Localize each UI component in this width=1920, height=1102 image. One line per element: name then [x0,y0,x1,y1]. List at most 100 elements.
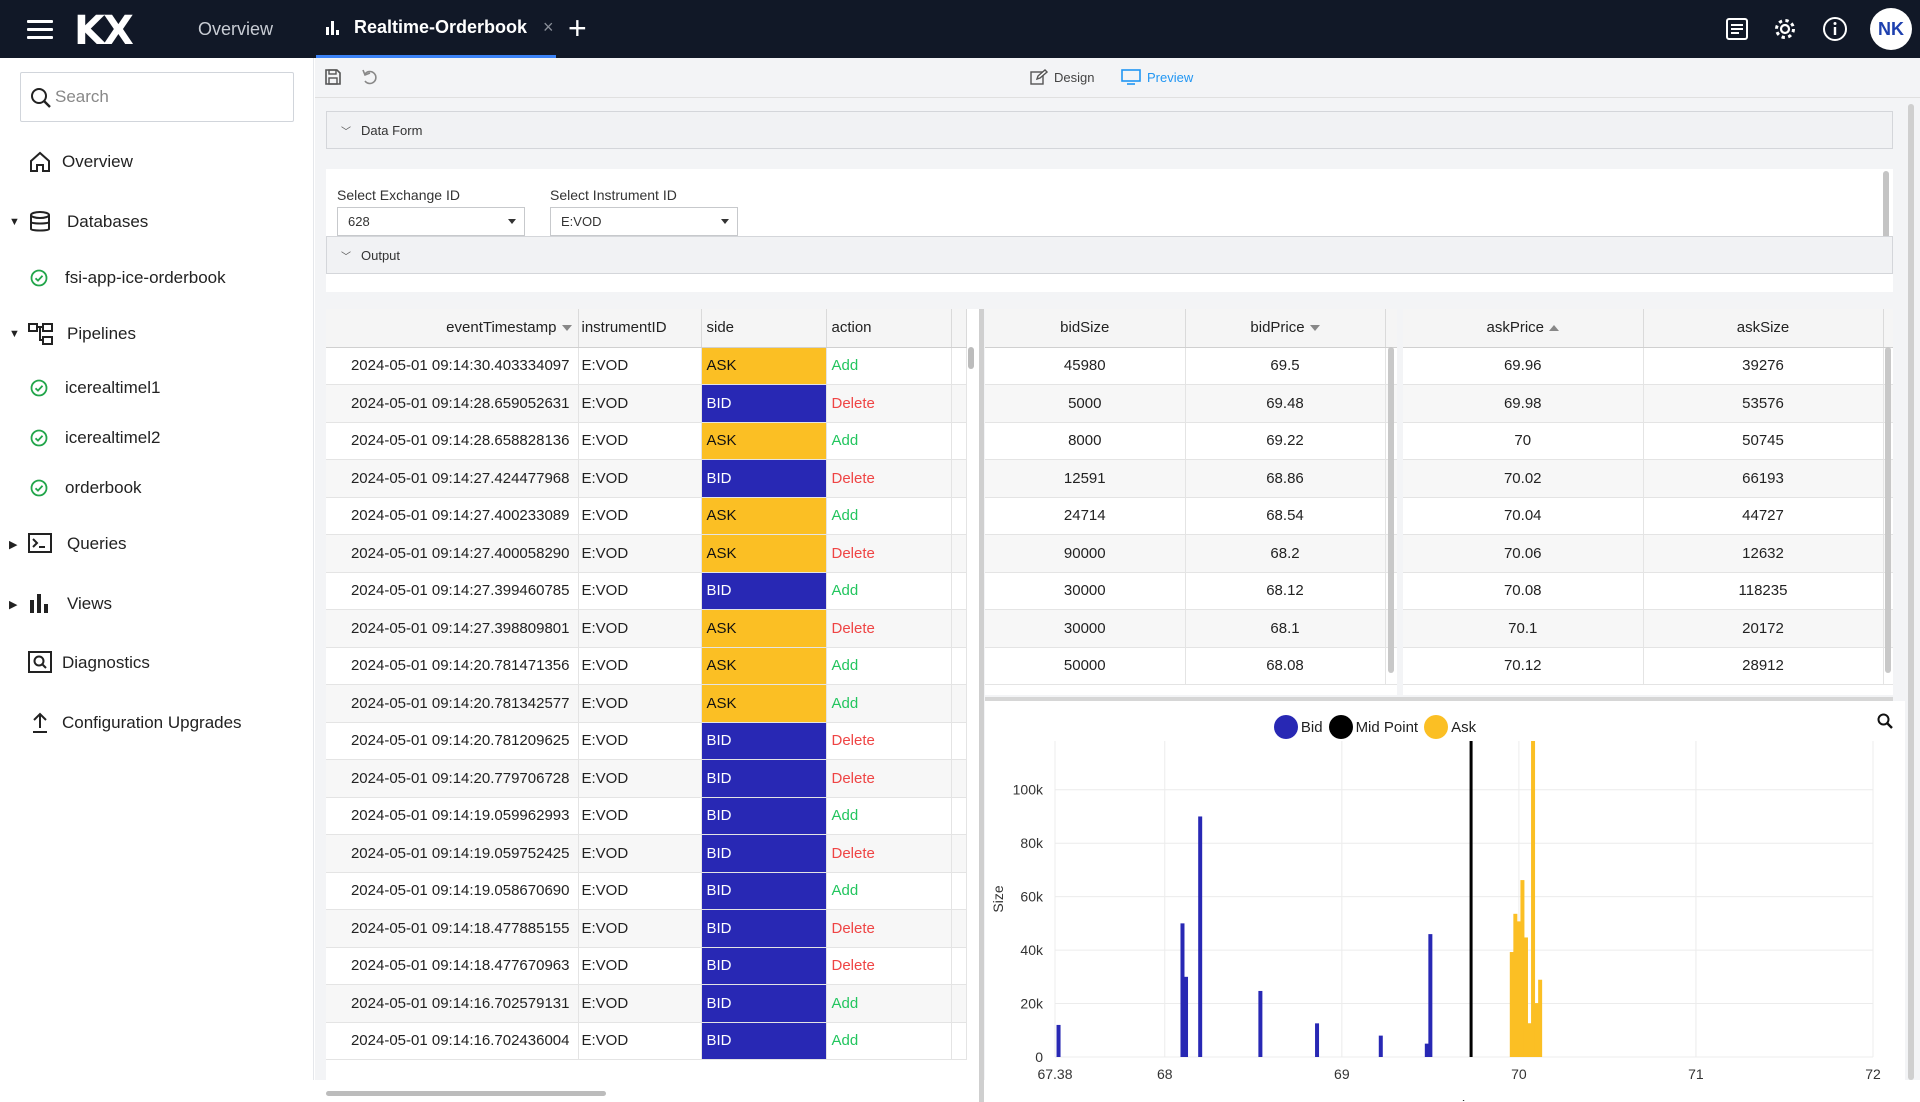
table-row[interactable]: 2024-05-01 09:14:16.702436004 E:VOD BID Add [326,1022,967,1060]
table-row[interactable]: 70.06 12632 [1403,534,1893,573]
legend-item-mid-point[interactable]: Mid Point [1328,715,1418,739]
table-row[interactable]: 2024-05-01 09:14:27.399460785 E:VOD BID Add [326,572,967,610]
table-row[interactable]: 2024-05-01 09:14:16.702579131 E:VOD BID Add [326,984,967,1023]
sidebar-item-icerealtimel1[interactable]: icerealtimel1 [0,370,314,406]
tab-label: Realtime-Orderbook [354,17,528,37]
legend-dot-ask [1424,715,1449,739]
table-row[interactable]: 2024-05-01 09:14:20.781471356 E:VOD ASK Add [326,647,967,685]
chart-divider[interactable] [985,697,1893,701]
output-header[interactable]: ﹀ Output [326,236,1893,274]
table-row[interactable]: 70.08 118235 [1403,572,1893,610]
data-form-header[interactable]: ﹀ Data Form [326,111,1893,149]
table-row[interactable]: 12591 68.86 [985,459,1397,498]
tab-overview[interactable]: Overview [198,18,274,39]
column-header-side[interactable]: side [701,309,827,348]
exchange-id-select[interactable]: 628 [337,207,525,236]
dropdown-arrow-icon [721,219,729,224]
legend-item-ask[interactable]: Ask [1424,715,1476,739]
search-input[interactable]: Search [20,72,294,122]
column-header-action[interactable]: action [826,309,952,348]
sidebar-item-databases[interactable]: ▼ Databases [0,202,314,242]
table-row[interactable]: 2024-05-01 09:14:28.659052631 E:VOD BID Del… [326,384,967,423]
sidebar-item-configuration-upgrades[interactable]: Configuration Upgrades [0,703,314,743]
document-icon[interactable] [1724,16,1750,42]
caret-right-icon[interactable]: ▶ [9,538,18,551]
kx-logo[interactable]: KX [74,8,134,54]
gear-icon[interactable] [1772,16,1798,42]
menu-icon[interactable] [27,20,53,39]
table-row[interactable]: 70.1 20172 [1403,609,1893,648]
undo-icon[interactable] [361,68,379,86]
close-icon[interactable]: × [543,17,554,37]
column-header-bidsize[interactable]: bidSize [985,309,1186,348]
preview-mode-button[interactable]: Preview [1121,69,1193,85]
table-row[interactable]: 2024-05-01 09:14:18.477885155 E:VOD BID Del… [326,909,967,948]
table-row[interactable]: 2024-05-01 09:14:19.059752425 E:VOD BID Del… [326,834,967,873]
save-icon[interactable] [324,68,342,86]
table-row[interactable]: 2024-05-01 09:14:20.781342577 E:VOD ASK Add [326,684,967,723]
caret-down-icon[interactable]: ▼ [9,328,20,340]
table-row[interactable]: 70.02 66193 [1403,459,1893,498]
column-header-eventtimestamp[interactable]: eventTimestamp [326,309,579,348]
legend-item-bid[interactable]: Bid [1273,715,1323,739]
column-header-bidprice[interactable]: bidPrice [1185,309,1386,348]
bids-scrollbar[interactable] [1388,347,1394,673]
bid-bar [1378,1035,1383,1057]
table-row[interactable]: 50000 68.08 [985,647,1397,685]
sidebar-item-orderbook[interactable]: orderbook [0,470,314,506]
table-row[interactable]: 30000 68.12 [985,572,1397,610]
sidebar-item-queries[interactable]: ▶ Queries [0,524,314,564]
table-row[interactable]: 45980 69.5 [985,347,1397,385]
table-row[interactable]: 2024-05-01 09:14:20.781209625 E:VOD BID Del… [326,722,967,760]
table-row[interactable]: 69.98 53576 [1403,384,1893,423]
table-row[interactable]: 70.04 44727 [1403,497,1893,535]
add-tab-icon[interactable]: + [568,10,587,46]
sidebar-item-diagnostics[interactable]: Diagnostics [0,643,314,683]
sidebar-item-overview[interactable]: Overview [0,142,314,182]
cell-spacer [951,534,967,573]
zoom-icon[interactable] [1877,713,1893,729]
avatar[interactable]: NK [1870,8,1912,50]
events-hscrollbar[interactable] [326,1091,606,1096]
caret-down-icon[interactable]: ▼ [9,216,20,228]
table-row[interactable]: 70.12 28912 [1403,647,1893,685]
table-row[interactable]: 2024-05-01 09:14:28.658828136 E:VOD ASK Add [326,422,967,460]
design-mode-button[interactable]: Design [1030,69,1094,85]
table-row[interactable]: 8000 69.22 [985,422,1397,460]
caret-right-icon[interactable]: ▶ [9,598,18,611]
column-header-askprice[interactable]: askPrice [1403,309,1644,348]
table-row[interactable]: 2024-05-01 09:14:30.403334097 E:VOD ASK Add [326,347,967,385]
y-tick-label: 0 [1035,1049,1043,1065]
table-row[interactable]: 90000 68.2 [985,534,1397,573]
sidebar-item-icerealtimel2[interactable]: icerealtimel2 [0,420,314,456]
table-row[interactable]: 30000 68.1 [985,609,1397,648]
table-row[interactable]: 2024-05-01 09:14:27.400233089 E:VOD ASK Add [326,497,967,535]
sidebar-item-views[interactable]: ▶ Views [0,584,314,624]
events-scrollbar[interactable] [968,347,974,369]
table-row[interactable]: 2024-05-01 09:14:18.477670963 E:VOD BID Del… [326,947,967,985]
table-row[interactable]: 2024-05-01 09:14:19.058670690 E:VOD BID Add [326,872,967,910]
column-header-instrumentid[interactable]: instrumentID [578,309,702,348]
form-scrollbar[interactable] [1883,171,1889,253]
table-row[interactable]: 2024-05-01 09:14:27.400058290 E:VOD ASK Del… [326,534,967,573]
table-row[interactable]: 24714 68.54 [985,497,1397,535]
sidebar-item-fsi-app-ice-orderbook[interactable]: fsi-app-ice-orderbook [0,260,314,296]
instrument-id-select[interactable]: E:VOD [550,207,738,236]
column-header-asksize[interactable]: askSize [1643,309,1884,348]
table-row[interactable]: 70 50745 [1403,422,1893,460]
cell-instrument-id: E:VOD [578,497,702,535]
main-scrollbar[interactable] [1908,104,1914,1080]
bid-bar [1184,976,1189,1057]
asks-scrollbar[interactable] [1885,347,1891,673]
table-row[interactable]: 69.96 39276 [1403,347,1893,385]
table-row[interactable]: 2024-05-01 09:14:20.779706728 E:VOD BID Del… [326,759,967,798]
info-icon[interactable] [1822,16,1848,42]
sidebar-item-pipelines[interactable]: ▼ Pipelines [0,314,314,354]
events-panel-divider[interactable] [979,309,984,1102]
table-row[interactable]: 5000 69.48 [985,384,1397,423]
table-row[interactable]: 2024-05-01 09:14:27.398809801 E:VOD ASK Del… [326,609,967,648]
cell-instrument-id: E:VOD [578,347,702,385]
table-row[interactable]: 2024-05-01 09:14:27.424477968 E:VOD BID Del… [326,459,967,498]
tab-realtime-orderbook[interactable]: Realtime-Orderbook × [316,0,556,58]
table-row[interactable]: 2024-05-01 09:14:19.059962993 E:VOD BID Add [326,797,967,835]
